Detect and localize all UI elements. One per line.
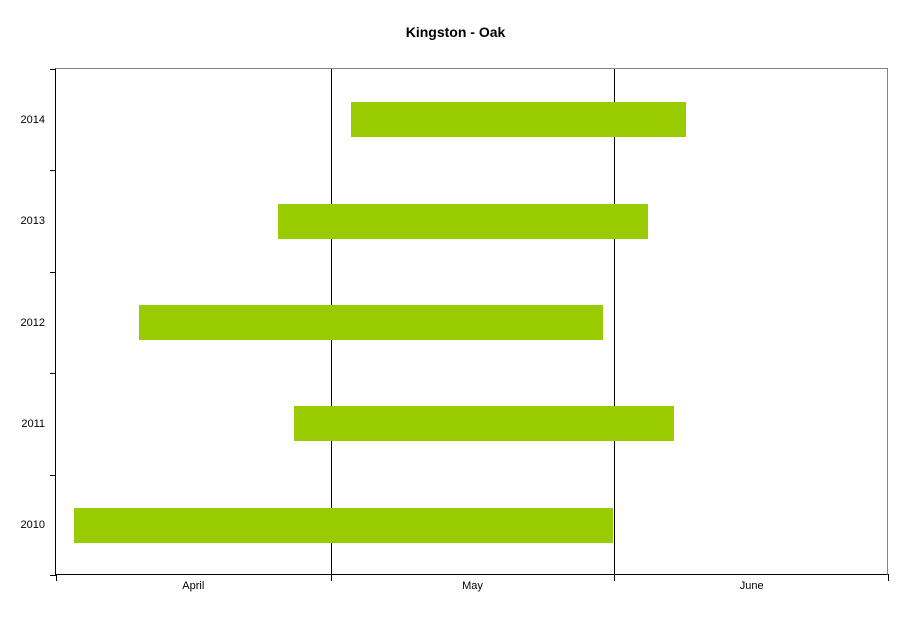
- x-axis-month-label: May: [462, 580, 483, 592]
- x-axis-tick: [888, 574, 889, 581]
- y-axis-tick: [50, 373, 56, 374]
- x-axis-tick: [56, 574, 57, 581]
- date-range-bar: [350, 102, 686, 138]
- y-axis-tick: [50, 69, 56, 70]
- x-axis-month-label: June: [739, 580, 764, 592]
- y-axis-tick: [50, 170, 56, 171]
- plot-area: April May June 2014 2013 2012 2011 2010: [21, 68, 889, 592]
- y-axis-year-label: 2010: [20, 519, 45, 532]
- date-range-bar: [278, 203, 649, 239]
- y-axis-year-label: 2013: [20, 215, 45, 228]
- y-axis-year-label: 2012: [20, 316, 45, 329]
- y-axis-year-label: 2011: [21, 417, 45, 430]
- x-axis-tick: [614, 574, 616, 581]
- chart-title: Kingston - Oak: [405, 24, 506, 40]
- month-gridline: [614, 69, 616, 574]
- y-axis-tick: [50, 475, 56, 476]
- date-range-bar: [139, 305, 604, 340]
- date-range-bar: [294, 406, 674, 442]
- x-axis-month-label: April: [182, 580, 205, 592]
- x-axis-tick: [330, 574, 332, 581]
- y-axis-tick: [50, 272, 56, 273]
- y-axis-tick: [50, 575, 56, 576]
- y-axis-year-label: 2014: [20, 113, 45, 126]
- date-range-bar: [74, 507, 613, 543]
